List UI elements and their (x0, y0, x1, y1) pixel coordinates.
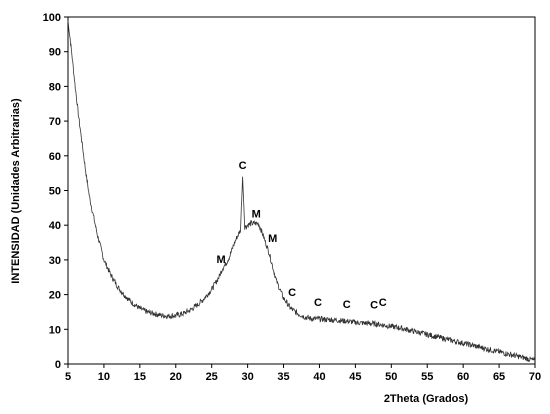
x-axis-title: 2Theta (Grados) (384, 393, 469, 405)
x-tick-label: 35 (277, 371, 289, 383)
diffraction-series-line (67, 20, 536, 363)
y-tick-label: 80 (49, 81, 61, 93)
plot-frame (67, 16, 536, 365)
x-tick-label: 50 (385, 371, 397, 383)
x-axis-ticks: 5 10 15 20 25 30 35 40 45 50 55 60 65 70 (65, 364, 541, 383)
x-tick-label: 65 (493, 371, 505, 383)
x-tick-label: 60 (457, 371, 469, 383)
x-tick-label: 30 (241, 371, 253, 383)
x-tick-label: 45 (349, 371, 361, 383)
y-tick-label: 10 (49, 324, 61, 336)
plot-border (67, 16, 536, 365)
y-tick-label: 40 (49, 220, 61, 232)
peak-label: C (239, 160, 247, 172)
series-layer (67, 20, 536, 363)
peak-label: M (268, 233, 277, 245)
x-tick-label: 55 (421, 371, 433, 383)
peak-label: C (379, 297, 387, 309)
x-tick-label: 25 (206, 371, 218, 383)
x-tick-label: 5 (65, 371, 71, 383)
x-tick-label: 10 (98, 371, 110, 383)
peak-label: C (370, 300, 378, 312)
y-tick-label: 60 (49, 151, 61, 163)
y-tick-label: 100 (43, 12, 61, 24)
peak-label: M (216, 254, 225, 266)
y-tick-label: 90 (49, 47, 61, 59)
y-tick-label: 20 (49, 290, 61, 302)
peak-label: C (288, 287, 296, 299)
peak-label: M (252, 209, 261, 221)
peak-label: C (314, 297, 322, 309)
y-tick-label: 30 (49, 255, 61, 267)
x-tick-label: 20 (170, 371, 182, 383)
y-tick-label: 0 (55, 359, 61, 371)
y-axis-ticks: 0 10 20 30 40 50 60 70 80 90 100 (43, 12, 68, 371)
x-tick-label: 40 (313, 371, 325, 383)
x-tick-label: 70 (529, 371, 541, 383)
y-tick-label: 50 (49, 186, 61, 198)
y-axis-title: INTENSIDAD (Unidades Arbitrarias) (10, 98, 22, 284)
x-tick-label: 15 (134, 371, 146, 383)
y-tick-label: 70 (49, 116, 61, 128)
peak-label: C (343, 299, 351, 311)
